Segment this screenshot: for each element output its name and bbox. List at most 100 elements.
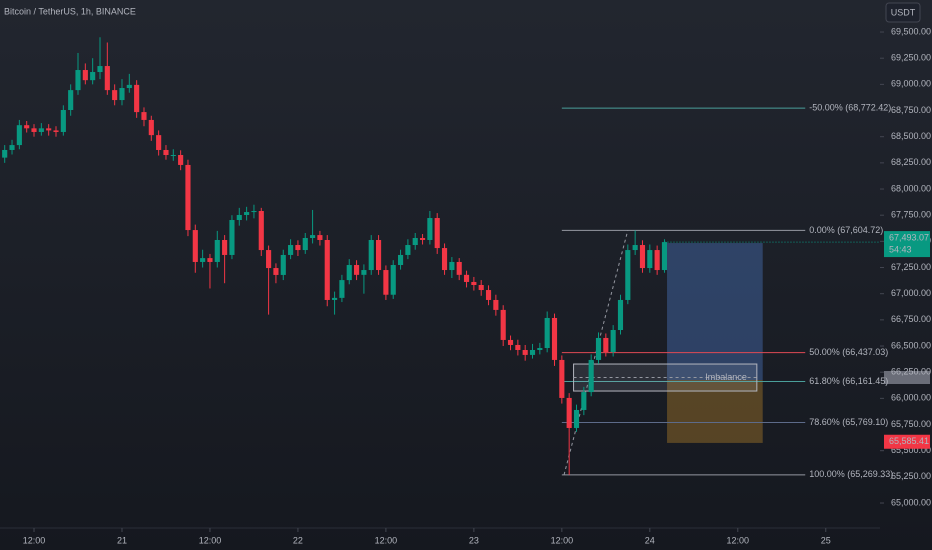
candle-body [31, 128, 37, 132]
candle-body [266, 250, 272, 269]
candle-body [16, 125, 22, 146]
candle-body [163, 149, 169, 156]
candle-body [273, 268, 279, 275]
candle-body [178, 155, 184, 165]
candle-body [405, 245, 411, 255]
candle-body [9, 145, 15, 150]
candle-body [632, 245, 638, 251]
candle-body [368, 239, 374, 271]
candle-body [46, 128, 52, 131]
candle-body [537, 348, 543, 350]
candle-body [412, 238, 418, 246]
candle-body [38, 128, 44, 132]
candle-body [97, 66, 103, 73]
last-price-tag [884, 231, 930, 258]
candle-body [471, 281, 477, 286]
candle-body [376, 239, 382, 271]
candle-body [2, 149, 8, 158]
candle-body [332, 297, 338, 300]
fib-label: -50.00% (68,772.42) [809, 103, 891, 113]
candle-body [515, 344, 521, 350]
candle-body [449, 261, 455, 271]
candle-body [214, 239, 220, 262]
candle-body [295, 245, 301, 251]
candle-body [654, 250, 660, 271]
candle-body [573, 409, 580, 428]
candle-body [75, 70, 81, 91]
fib-trend [563, 230, 629, 475]
candle-body [280, 254, 286, 275]
imbalance-label: Imbalance [705, 372, 747, 382]
candle-body [529, 350, 536, 355]
candle-body [478, 285, 484, 291]
candle-body [288, 245, 294, 255]
candle-body [134, 84, 140, 113]
y-tick-label: 67,750.00 [891, 210, 931, 220]
candle-body [170, 155, 176, 157]
price-tag-gray [884, 371, 930, 384]
candle-body [661, 242, 668, 271]
y-tick-label: 68,000.00 [891, 183, 931, 193]
candle-body [581, 392, 587, 410]
candle-body [141, 112, 147, 120]
candle-body [397, 254, 404, 266]
candle-body [310, 235, 316, 239]
candle-body [24, 125, 30, 129]
candle-body [339, 280, 345, 298]
candle-body [317, 235, 323, 240]
candle-body [156, 135, 162, 150]
candle-body [207, 258, 213, 262]
fib-label: 61.80% (66,161.45) [809, 376, 888, 386]
stop-zone [667, 380, 763, 443]
candle-body [427, 218, 433, 240]
y-tick-label: 67,250.00 [891, 262, 931, 272]
currency-button[interactable] [885, 2, 921, 23]
fib-label: 78.60% (65,769.10) [809, 417, 888, 427]
y-tick-label: 69,500.00 [891, 26, 931, 36]
candle-body [566, 397, 572, 428]
candle-body [324, 239, 330, 300]
stop-price-tag [884, 434, 930, 449]
candle-body [595, 337, 602, 360]
candle-body [222, 239, 228, 255]
fib-label: 0.00% (67,604.72) [809, 225, 883, 235]
candle-body [500, 309, 506, 340]
candle-body [192, 230, 198, 262]
y-tick-label: 65,500.00 [891, 445, 931, 455]
candle-body [522, 350, 528, 355]
y-tick-label: 69,250.00 [891, 53, 931, 63]
x-tick-label: 12:00 [199, 535, 222, 545]
y-tick-label: 68,250.00 [891, 157, 931, 167]
candle-body [258, 211, 264, 251]
candle-body [390, 265, 396, 295]
x-tick-label: 22 [293, 535, 303, 545]
candle-body [148, 119, 154, 136]
x-tick-label: 24 [645, 535, 655, 545]
x-tick-label: 12:00 [727, 535, 750, 545]
candle-body [82, 70, 88, 81]
currency-label[interactable]: USDT [891, 7, 916, 17]
candle-body [617, 299, 624, 331]
candle-body [544, 317, 550, 349]
candle-body [244, 212, 250, 215]
last-price-label: 67,493.07 [889, 232, 929, 242]
candle-body [200, 258, 206, 262]
candle-body [68, 90, 74, 111]
x-tick-label: 12:00 [23, 535, 46, 545]
candle-body [463, 274, 470, 282]
y-tick-label: 66,000.00 [891, 393, 931, 403]
countdown-label: 54:43 [889, 244, 912, 254]
candle-body [603, 337, 609, 352]
y-tick-label: 65,750.00 [891, 419, 931, 429]
candle-body [588, 359, 594, 393]
y-tick-label: 66,750.00 [891, 314, 931, 324]
candle-body [104, 66, 110, 91]
candle-body [493, 299, 499, 310]
fib-label: 100.00% (65,269.33) [809, 469, 893, 479]
stop-price-label: 65,585.41 [889, 436, 929, 446]
y-tick-label: 68,750.00 [891, 105, 931, 115]
candle-body [551, 317, 558, 360]
candle-body [625, 250, 631, 300]
